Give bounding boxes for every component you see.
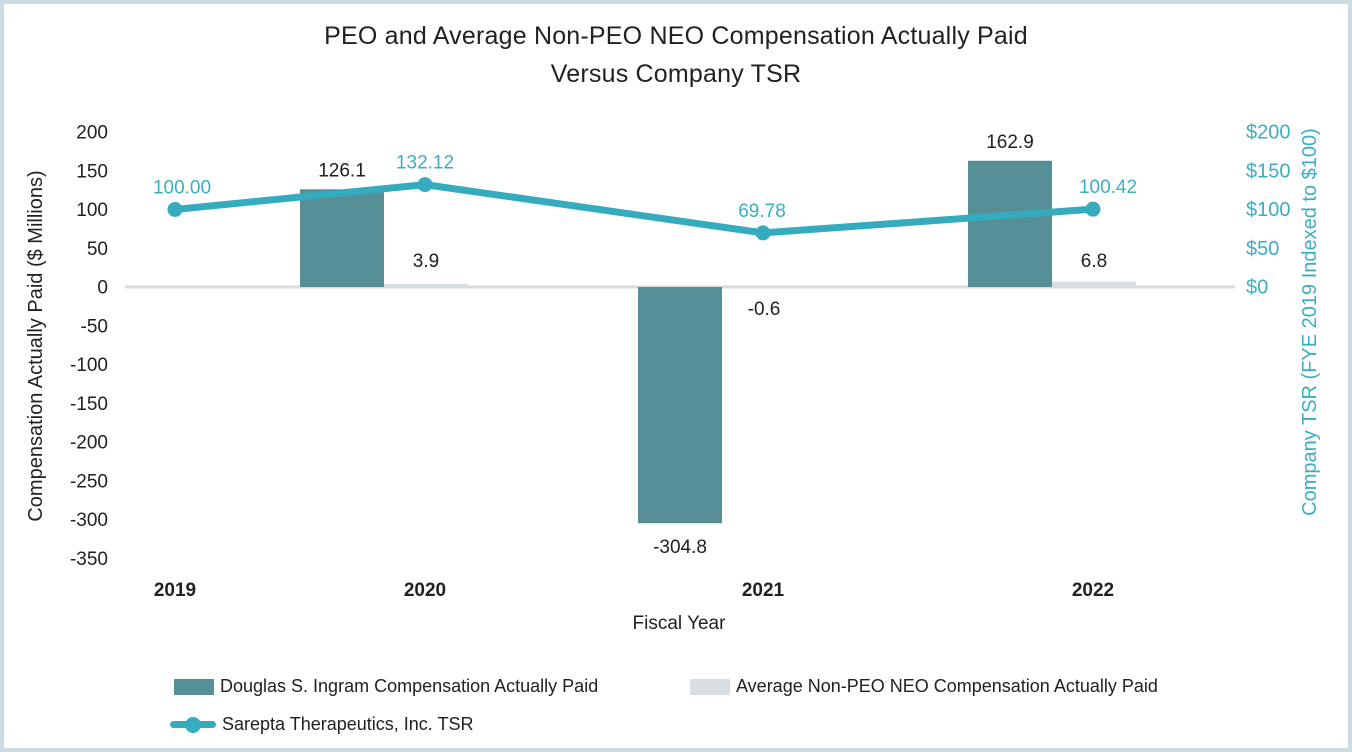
right-axis-tick-$0: $0: [1246, 277, 1268, 299]
legend-item-tsr: Sarepta Therapeutics, Inc. TSR: [170, 714, 473, 735]
legend-item-non-peo: Average Non-PEO NEO Compensation Actuall…: [690, 676, 1158, 697]
legend-label-tsr: Sarepta Therapeutics, Inc. TSR: [222, 714, 474, 734]
tsr-data-label-2022: 100.42: [1079, 177, 1137, 198]
x-axis-label-2021: 2021: [742, 580, 785, 601]
non-peo-bar-swatch-icon: [690, 678, 730, 695]
combo-chart-canvas: 126.1 -304.8 162.9 3.9 -0.6 6.8 100.00 132.12 69…: [25, 122, 1321, 635]
peo-bar-swatch-icon: [174, 678, 214, 695]
right-axis-tick-$50: $50: [1246, 238, 1279, 260]
right-axis-tick-$200: $200: [1246, 122, 1291, 144]
right-axis-tick-$150: $150: [1246, 160, 1291, 182]
non-peo-bar-2020: [384, 283, 468, 287]
left-axis-tick--250: -250: [70, 471, 108, 492]
x-axis-label-2022: 2022: [1072, 580, 1114, 601]
tsr-data-label-2019: 100.00: [153, 178, 211, 199]
legend-label-non-peo: Average Non-PEO NEO Compensation Actuall…: [736, 676, 1158, 696]
left-axis-tick--100: -100: [70, 355, 108, 376]
left-axis-tick-150: 150: [76, 161, 108, 182]
tsr-data-label-2021: 69.78: [738, 201, 786, 222]
chart-title: PEO and Average Non-PEO NEO Compensation…: [4, 17, 1348, 93]
peo-data-label-2021: -304.8: [653, 537, 707, 558]
peo-data-label-2020: 126.1: [318, 160, 366, 181]
tsr-marker-2019: [167, 202, 183, 217]
right-axis-tick-$100: $100: [1246, 199, 1291, 221]
left-axis-tick-200: 200: [76, 123, 108, 144]
left-axis-tick--200: -200: [70, 433, 108, 454]
chart-title-line1: PEO and Average Non-PEO NEO Compensation…: [324, 22, 1028, 50]
left-axis-title: Compensation Actually Paid ($ Millions): [25, 170, 47, 521]
peo-bar-2022: [968, 160, 1052, 287]
left-axis-tick--50: -50: [81, 316, 108, 337]
left-axis-tick--150: -150: [70, 394, 108, 415]
tsr-marker-2020: [417, 177, 433, 193]
tsr-marker-2022: [1085, 201, 1101, 217]
left-axis-tick-50: 50: [87, 239, 108, 260]
x-axis-title: Fiscal Year: [633, 613, 727, 634]
left-axis-tick-100: 100: [76, 200, 108, 221]
right-axis-title: Company TSR (FYE 2019 Indexed to $100): [1299, 128, 1321, 516]
non-peo-bar-2022: [1052, 281, 1136, 287]
left-axis-tick--350: -350: [70, 549, 108, 570]
left-axis-tick-0: 0: [97, 278, 108, 299]
tsr-marker-2021: [755, 225, 771, 241]
peo-data-label-2022: 162.9: [986, 132, 1034, 153]
tsr-line: [171, 181, 1097, 237]
tsr-data-label-2020: 132.12: [396, 153, 454, 174]
tsr-line-swatch-icon: [170, 716, 216, 733]
peo-bar-2021: [638, 287, 722, 524]
non-peo-data-label-2022: 6.8: [1081, 251, 1107, 272]
legend-item-peo: Douglas S. Ingram Compensation Actually …: [174, 676, 598, 697]
chart-title-line2: Versus Company TSR: [550, 60, 802, 88]
x-axis-label-2019: 2019: [154, 580, 196, 601]
legend-label-peo: Douglas S. Ingram Compensation Actually …: [220, 676, 599, 696]
left-axis-tick--300: -300: [70, 510, 108, 531]
non-peo-data-label-2020: 3.9: [413, 251, 439, 272]
peo-bar-2020: [300, 189, 384, 287]
non-peo-data-label-2021: -0.6: [748, 299, 781, 320]
x-axis-label-2020: 2020: [404, 580, 446, 601]
